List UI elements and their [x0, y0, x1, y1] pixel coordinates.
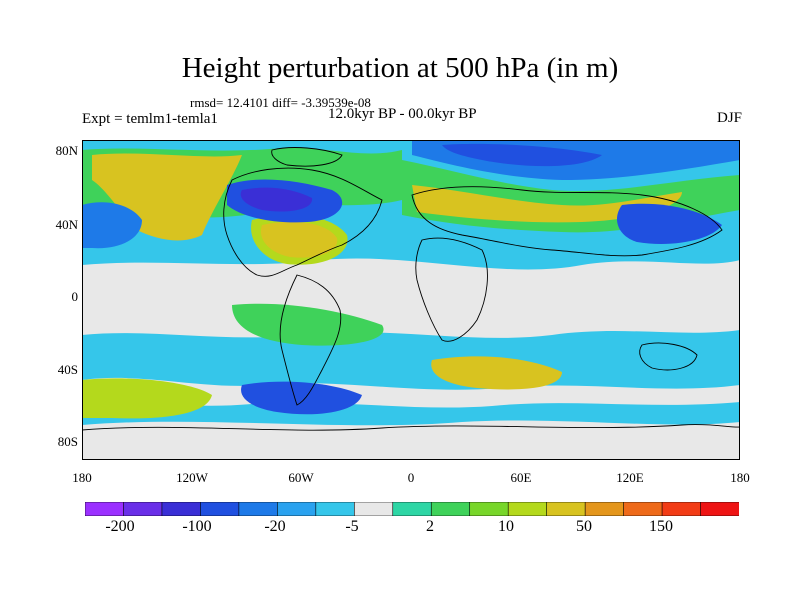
- colorbar-swatch: [123, 502, 163, 516]
- lon-tick-0: 0: [407, 470, 415, 485]
- coastlines: [82, 147, 740, 431]
- colorbar-label-neg20: -20: [264, 518, 286, 535]
- colorbar-swatch: [277, 502, 317, 516]
- colorbar-swatch: [507, 502, 548, 516]
- antarctica-coast: [82, 424, 740, 431]
- lat-tick-40s: 40S: [57, 362, 78, 377]
- lat-tick-0: 0: [71, 289, 79, 304]
- colorbar-label-50: 50: [576, 518, 592, 535]
- colorbar-swatch: [353, 502, 394, 516]
- north-america-coast: [223, 167, 383, 277]
- colorbar-swatch: [584, 502, 625, 516]
- colorbar-label-10: 10: [498, 518, 514, 535]
- southern-ocean-negative: [241, 381, 362, 415]
- lon-tick-180e: 180: [730, 470, 750, 485]
- south-atlantic-green: [232, 303, 384, 346]
- south-pacific-positive: [82, 378, 212, 419]
- lat-tick-80n: 80N: [55, 143, 78, 158]
- colorbar-label-neg200: -200: [105, 518, 135, 535]
- colorbar-swatch: [200, 502, 240, 516]
- south-indian-positive: [431, 356, 562, 390]
- height-perturbation-map: [82, 140, 740, 460]
- lon-tick-120w: 120W: [176, 470, 208, 485]
- south-america-coast: [279, 274, 342, 406]
- lon-tick-60e: 60E: [510, 470, 532, 485]
- colorbar-label-neg5: -5: [345, 518, 359, 535]
- experiment-label: Expt = temlm1-temla1: [82, 111, 218, 127]
- africa-coast: [415, 237, 488, 342]
- lat-tick-80s: 80S: [57, 434, 78, 449]
- colorbar-swatch: [700, 502, 739, 516]
- lon-tick-180w: 180: [72, 470, 92, 485]
- colorbar-label-150: 150: [649, 518, 673, 535]
- colorbar-swatch: [469, 502, 509, 516]
- tropical-neutral-band: [82, 258, 740, 338]
- eurasia-positive-anomaly: [412, 185, 682, 223]
- antarctic-neutral-area: [82, 420, 740, 460]
- colorbar-swatch: [392, 502, 432, 516]
- arctic-negative-core: [442, 143, 602, 167]
- colorbar-swatch: [161, 502, 202, 516]
- atlantic-positive-anomaly: [260, 221, 338, 258]
- eurasia-coast: [411, 186, 723, 257]
- lat-tick-40n: 40N: [55, 217, 78, 232]
- lon-tick-60w: 60W: [288, 470, 314, 485]
- map-title: Height perturbation at 500 hPa (in m): [181, 52, 619, 84]
- pacific-negative-anomaly: [82, 202, 142, 249]
- colorbar-label-neg100: -100: [182, 518, 212, 535]
- colorbar-swatch: [238, 502, 278, 516]
- map-frame: [82, 140, 740, 460]
- lon-tick-120e: 120E: [616, 470, 644, 485]
- north-america-negative-core: [240, 187, 313, 212]
- greenland-coast: [271, 147, 343, 167]
- east-asia-negative: [617, 203, 722, 245]
- stats-text: rmsd= 12.4101 diff= -3.39539e-08: [190, 95, 371, 110]
- colorbar-swatch: [661, 502, 702, 516]
- colorbar-label-2: 2: [426, 518, 434, 535]
- season-label: DJF: [716, 110, 742, 126]
- period-label: 12.0kyr BP - 00.0kyr BP: [328, 106, 477, 122]
- australia-coast: [639, 342, 698, 371]
- colorbar-swatch: [315, 502, 355, 516]
- colorbar-swatch: [85, 502, 125, 516]
- colorbar-swatch: [546, 502, 586, 516]
- colorbar-swatch: [623, 502, 663, 516]
- colorbar-swatch: [430, 502, 471, 516]
- colorbar: [85, 502, 739, 516]
